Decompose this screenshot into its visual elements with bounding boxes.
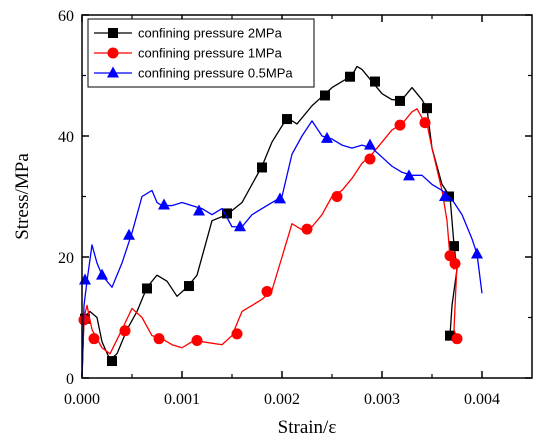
data-point-square	[222, 208, 232, 219]
legend-label: confining pressure 1MPa	[138, 46, 283, 61]
x-axis-label: Strain/ε	[278, 417, 337, 438]
legend-label: confining pressure 2MPa	[138, 26, 283, 41]
data-point-triangle	[321, 131, 333, 143]
data-point-square	[370, 76, 380, 87]
data-point-triangle	[234, 220, 246, 232]
data-point-square	[449, 241, 459, 252]
data-point-square	[320, 90, 330, 101]
data-point-circle	[331, 191, 343, 202]
series-layer	[78, 65, 483, 379]
data-point-triangle	[79, 273, 91, 285]
data-point-triangle	[439, 190, 451, 201]
y-tick-label: 60	[58, 8, 74, 25]
data-point-triangle	[403, 169, 415, 181]
data-point-triangle	[123, 228, 135, 240]
data-point-circle	[191, 334, 203, 346]
data-point-circle	[394, 119, 406, 131]
legend-item: confining pressure 2MPa	[94, 26, 283, 41]
data-point-square	[445, 330, 455, 341]
data-point-circle	[364, 153, 376, 165]
plot-area-frame	[81, 14, 533, 379]
x-tick-label: 0.000	[64, 391, 100, 408]
y-tick-label: 0	[66, 371, 74, 388]
data-point-triangle	[364, 138, 376, 150]
data-point-square	[282, 114, 292, 125]
data-point-circle	[261, 285, 273, 297]
data-point-circle	[88, 333, 100, 345]
data-point-circle	[231, 328, 243, 340]
series-confining-pressure-0-5mpa	[79, 120, 483, 379]
series-line	[81, 120, 483, 379]
legend-item: confining pressure 0.5MPa	[94, 66, 293, 81]
series-confining-pressure-1mpa	[78, 108, 463, 379]
data-point-circle	[119, 325, 131, 337]
data-point-circle	[449, 258, 461, 270]
series-line	[81, 65, 458, 379]
data-point-square	[257, 162, 267, 173]
legend-marker-triangle	[107, 66, 119, 78]
data-point-circle	[451, 333, 463, 345]
data-point-square	[345, 71, 355, 82]
data-point-triangle	[193, 204, 205, 216]
x-tick-labels: 0.000 0.001 0.002 0.003 0.004	[64, 391, 500, 408]
data-point-triangle	[158, 198, 170, 210]
data-point-square	[395, 95, 405, 106]
data-point-circle	[153, 333, 165, 345]
data-point-triangle	[96, 268, 108, 280]
data-point-triangle	[471, 247, 483, 259]
legend-label: confining pressure 0.5MPa	[138, 66, 293, 81]
y-axis-label: Stress/MPa	[12, 153, 33, 240]
x-tick-label: 0.004	[464, 391, 500, 408]
legend: confining pressure 2MPa confining pressur…	[87, 18, 315, 88]
data-point-square	[422, 103, 432, 114]
data-point-circle	[419, 117, 431, 129]
data-point-circle	[301, 223, 313, 235]
legend-item: confining pressure 1MPa	[94, 46, 283, 61]
data-point-square	[142, 283, 152, 294]
x-tick-label: 0.002	[264, 391, 300, 408]
legend-marker-square	[108, 28, 118, 38]
x-tick-label: 0.003	[364, 391, 400, 408]
y-tick-label: 40	[58, 129, 74, 146]
x-tick-label: 0.001	[164, 391, 200, 408]
data-point-triangle	[274, 192, 286, 204]
data-point-square	[184, 281, 194, 292]
series-confining-pressure-2mpa	[80, 65, 459, 379]
y-tick-label: 20	[58, 250, 74, 267]
series-line	[81, 108, 458, 379]
y-tick-labels: 0 20 40 60	[58, 8, 74, 388]
data-point-circle	[444, 250, 456, 262]
legend-marker-circle	[107, 47, 119, 59]
data-point-square	[107, 356, 117, 367]
